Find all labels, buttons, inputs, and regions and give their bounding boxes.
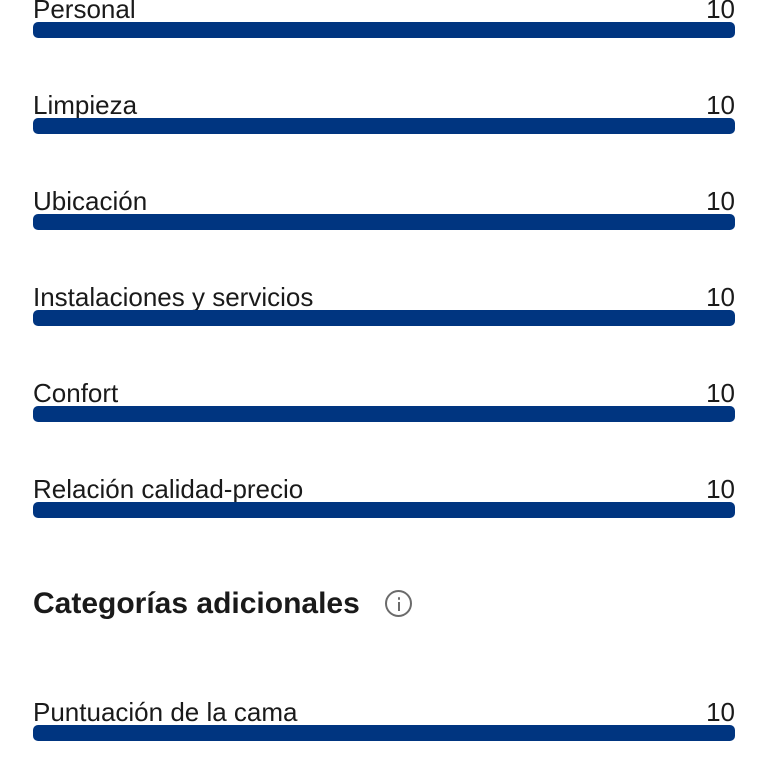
rating-label: Ubicación [33, 186, 148, 216]
rating-bar [33, 22, 735, 38]
rating-score: 10 [706, 474, 735, 504]
rating-label: Puntuación de la cama [33, 697, 298, 727]
rating-bar [33, 502, 735, 518]
rating-label: Instalaciones y servicios [33, 282, 314, 312]
rating-label: Confort [33, 378, 119, 408]
rating-score: 10 [706, 378, 735, 408]
rating-score: 10 [706, 697, 735, 727]
rating-label: Personal [33, 0, 136, 24]
rating-bar [33, 725, 735, 741]
rating-score: 10 [706, 90, 735, 120]
rating-score: 10 [706, 186, 735, 216]
rating-label: Limpieza [33, 90, 138, 120]
rating-score: 10 [706, 0, 735, 24]
rating-score: 10 [706, 282, 735, 312]
rating-bar [33, 214, 735, 230]
rating-label: Relación calidad-precio [33, 474, 304, 504]
info-icon[interactable] [385, 590, 412, 617]
rating-bar [33, 310, 735, 326]
rating-bar [33, 118, 735, 134]
section-heading: Categorías adicionales [33, 587, 360, 620]
rating-bar [33, 406, 735, 422]
